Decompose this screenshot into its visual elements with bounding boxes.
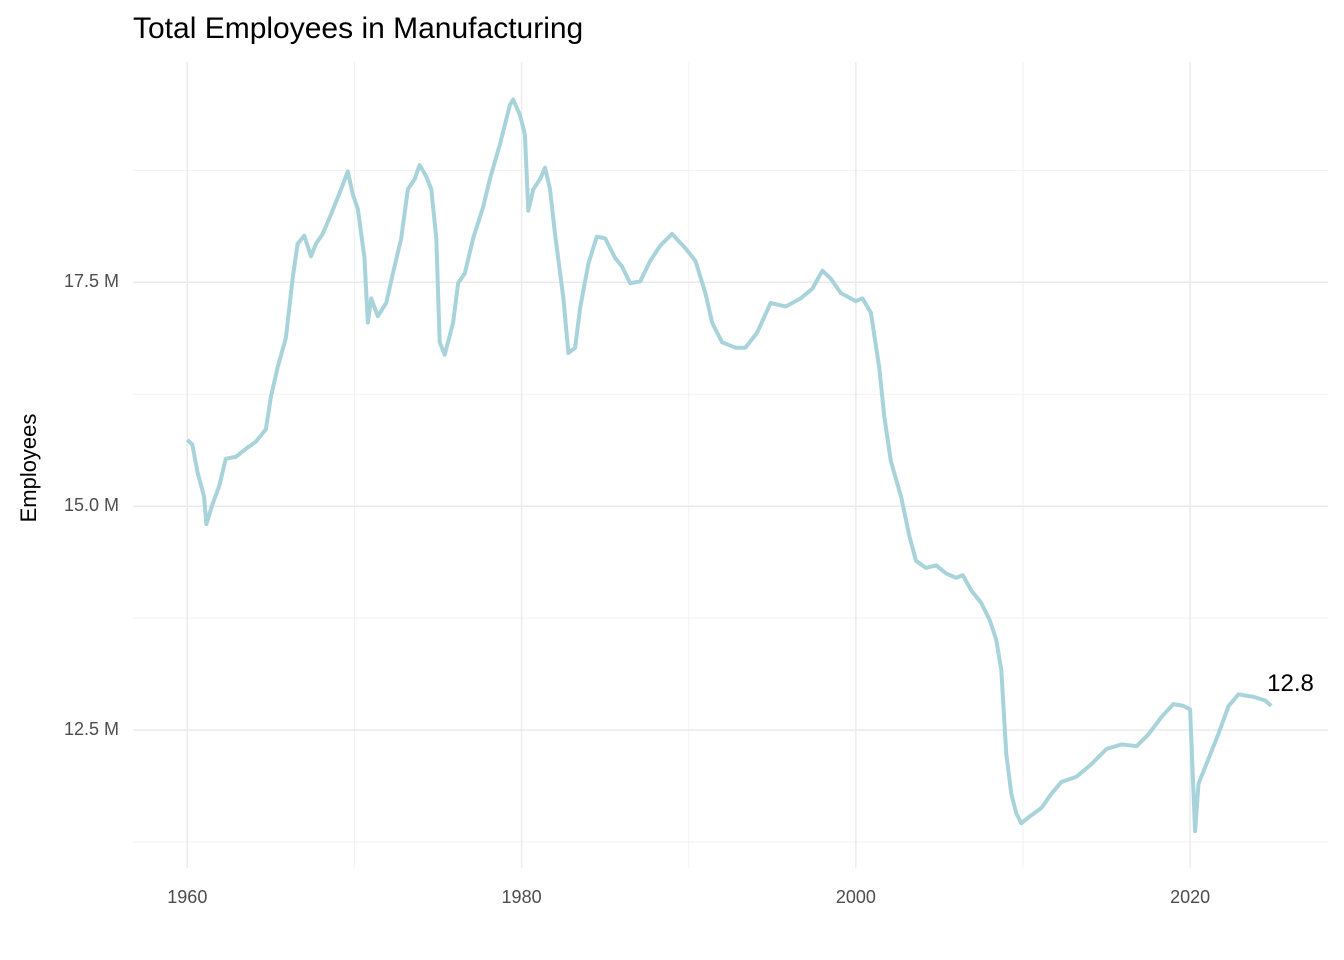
x-tick-label: 1980 [502,887,542,907]
x-tick-label: 2020 [1170,887,1210,907]
data-line [185,97,1273,834]
chart-title: Total Employees in Manufacturing [133,12,583,45]
y-tick-label: 15.0 M [64,495,119,515]
end-label: 12.8 [1267,670,1314,697]
x-tick-label: 1960 [167,887,207,907]
y-tick-label: 17.5 M [64,271,119,291]
x-tick-label: 2000 [836,887,876,907]
y-axis-title: Employees [16,414,41,523]
y-tick-label: 12.5 M [64,719,119,739]
